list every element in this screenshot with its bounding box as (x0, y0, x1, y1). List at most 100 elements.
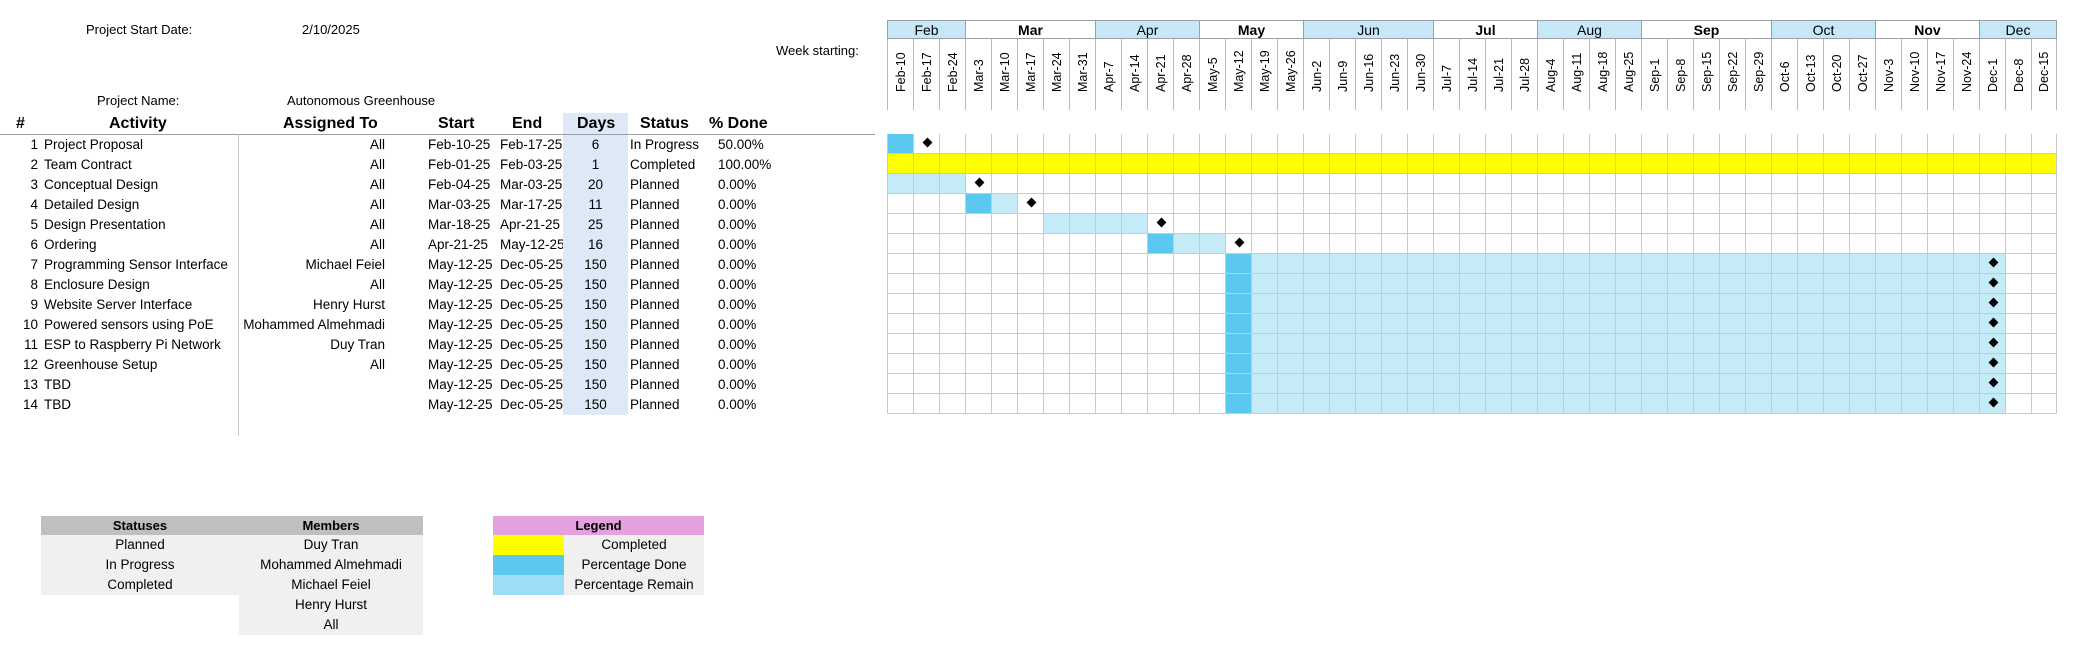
task-end[interactable]: May-12-25 (500, 237, 565, 252)
task-status[interactable]: Planned (630, 377, 680, 392)
task-status[interactable]: Planned (630, 237, 680, 252)
task-assigned[interactable]: All (369, 277, 385, 292)
task-start[interactable]: May-12-25 (428, 337, 493, 352)
table-row[interactable]: 3 Conceptual Design All Feb-04-25 Mar-03-25 2… (0, 175, 875, 195)
task-end[interactable]: Dec-05-25 (500, 297, 564, 312)
task-activity[interactable]: Ordering (44, 237, 97, 252)
table-row[interactable]: 2 Team Contract All Feb-01-25 Feb-03-25 1 Comp… (0, 155, 875, 175)
task-done[interactable]: 0.00% (718, 297, 757, 312)
task-done[interactable]: 0.00% (718, 357, 757, 372)
task-days[interactable]: 150 (563, 375, 628, 395)
task-done[interactable]: 0.00% (718, 177, 757, 192)
task-activity[interactable]: Conceptual Design (44, 177, 159, 192)
task-start[interactable]: May-12-25 (428, 397, 493, 412)
task-end[interactable]: Mar-17-25 (500, 197, 563, 212)
task-status[interactable]: Planned (630, 297, 680, 312)
task-status[interactable]: Completed (630, 157, 696, 172)
task-activity[interactable]: Team Contract (44, 157, 132, 172)
task-start[interactable]: May-12-25 (428, 277, 493, 292)
task-assigned[interactable]: Henry Hurst (312, 297, 385, 312)
table-row[interactable]: 6 Ordering All Apr-21-25 May-12-25 16 Planned 0… (0, 235, 875, 255)
task-done[interactable]: 0.00% (718, 317, 757, 332)
task-days[interactable]: 150 (563, 315, 628, 335)
task-start[interactable]: Apr-21-25 (428, 237, 489, 252)
task-activity[interactable]: Website Server Interface (44, 297, 193, 312)
task-end[interactable]: Mar-03-25 (500, 177, 563, 192)
task-done[interactable]: 0.00% (718, 337, 757, 352)
task-days[interactable]: 6 (563, 135, 628, 155)
task-num[interactable]: 6 (30, 237, 38, 252)
task-activity[interactable]: Programming Sensor Interface (44, 257, 228, 272)
task-num[interactable]: 12 (22, 357, 38, 372)
task-done[interactable]: 0.00% (718, 377, 757, 392)
task-num[interactable]: 5 (30, 217, 38, 232)
task-num[interactable]: 11 (23, 337, 38, 352)
task-num[interactable]: 10 (22, 317, 38, 332)
task-activity[interactable]: TBD (44, 397, 71, 412)
task-num[interactable]: 4 (30, 197, 38, 212)
table-row[interactable]: 10 Powered sensors using PoE Mohammed Alme… (0, 315, 875, 335)
task-num[interactable]: 2 (30, 157, 38, 172)
task-activity[interactable]: ESP to Raspberry Pi Network (44, 337, 221, 352)
task-days[interactable]: 20 (563, 175, 628, 195)
task-num[interactable]: 14 (22, 397, 38, 412)
task-start[interactable]: Feb-10-25 (428, 137, 491, 152)
task-status[interactable]: Planned (630, 197, 680, 212)
task-assigned[interactable]: Mohammed Almehmadi (243, 317, 385, 332)
task-start[interactable]: May-12-25 (428, 317, 493, 332)
table-row[interactable]: 11 ESP to Raspberry Pi Network Duy Tran May… (0, 335, 875, 355)
task-days[interactable]: 16 (563, 235, 628, 255)
task-status[interactable]: Planned (630, 177, 680, 192)
task-done[interactable]: 0.00% (718, 277, 757, 292)
task-status[interactable]: Planned (630, 277, 680, 292)
task-assigned[interactable]: All (369, 137, 385, 152)
task-end[interactable]: Dec-05-25 (500, 277, 564, 292)
task-num[interactable]: 9 (30, 297, 38, 312)
task-end[interactable]: Dec-05-25 (500, 337, 564, 352)
task-num[interactable]: 3 (30, 177, 38, 192)
task-activity[interactable]: Design Presentation (44, 217, 166, 232)
task-done[interactable]: 100.00% (718, 157, 772, 172)
task-end[interactable]: Apr-21-25 (500, 217, 561, 232)
task-assigned[interactable] (238, 375, 385, 395)
task-activity[interactable]: Powered sensors using PoE (44, 317, 214, 332)
task-status[interactable]: Planned (630, 317, 680, 332)
task-status[interactable]: Planned (630, 257, 680, 272)
project-name-value[interactable]: Autonomous Greenhouse (287, 93, 436, 108)
task-assigned[interactable] (238, 395, 385, 415)
task-days[interactable]: 150 (563, 335, 628, 355)
task-num[interactable]: 1 (30, 137, 38, 152)
task-start[interactable]: May-12-25 (428, 377, 493, 392)
task-assigned[interactable]: All (369, 237, 385, 252)
task-days[interactable]: 11 (563, 195, 628, 215)
task-done[interactable]: 0.00% (718, 217, 757, 232)
task-activity[interactable]: Greenhouse Setup (44, 357, 158, 372)
task-done[interactable]: 0.00% (718, 237, 757, 252)
task-done[interactable]: 0.00% (718, 257, 757, 272)
task-days[interactable]: 150 (563, 255, 628, 275)
table-row[interactable]: 9 Website Server Interface Henry Hurst May-… (0, 295, 875, 315)
task-days[interactable]: 150 (563, 395, 628, 415)
task-start[interactable]: May-12-25 (428, 357, 493, 372)
task-activity[interactable]: Enclosure Design (44, 277, 150, 292)
task-assigned[interactable]: Michael Feiel (305, 257, 385, 272)
task-activity[interactable]: Project Proposal (44, 137, 144, 152)
task-status[interactable]: Planned (630, 397, 680, 412)
task-num[interactable]: 8 (30, 277, 38, 292)
task-status[interactable]: Planned (630, 357, 680, 372)
task-assigned[interactable]: All (369, 197, 385, 212)
task-end[interactable]: Feb-03-25 (500, 157, 563, 172)
task-status[interactable]: Planned (630, 217, 680, 232)
task-start[interactable]: May-12-25 (428, 297, 493, 312)
task-start[interactable]: May-12-25 (428, 257, 493, 272)
task-start[interactable]: Mar-03-25 (428, 197, 491, 212)
task-done[interactable]: 50.00% (718, 137, 764, 152)
task-days[interactable]: 150 (563, 355, 628, 375)
task-days[interactable]: 150 (563, 275, 628, 295)
task-end[interactable]: Dec-05-25 (500, 317, 564, 332)
project-start-value[interactable]: 2/10/2025 (302, 22, 360, 37)
task-assigned[interactable]: All (369, 157, 385, 172)
task-done[interactable]: 0.00% (718, 397, 757, 412)
task-num[interactable]: 13 (22, 377, 38, 392)
task-assigned[interactable]: Duy Tran (330, 337, 385, 352)
